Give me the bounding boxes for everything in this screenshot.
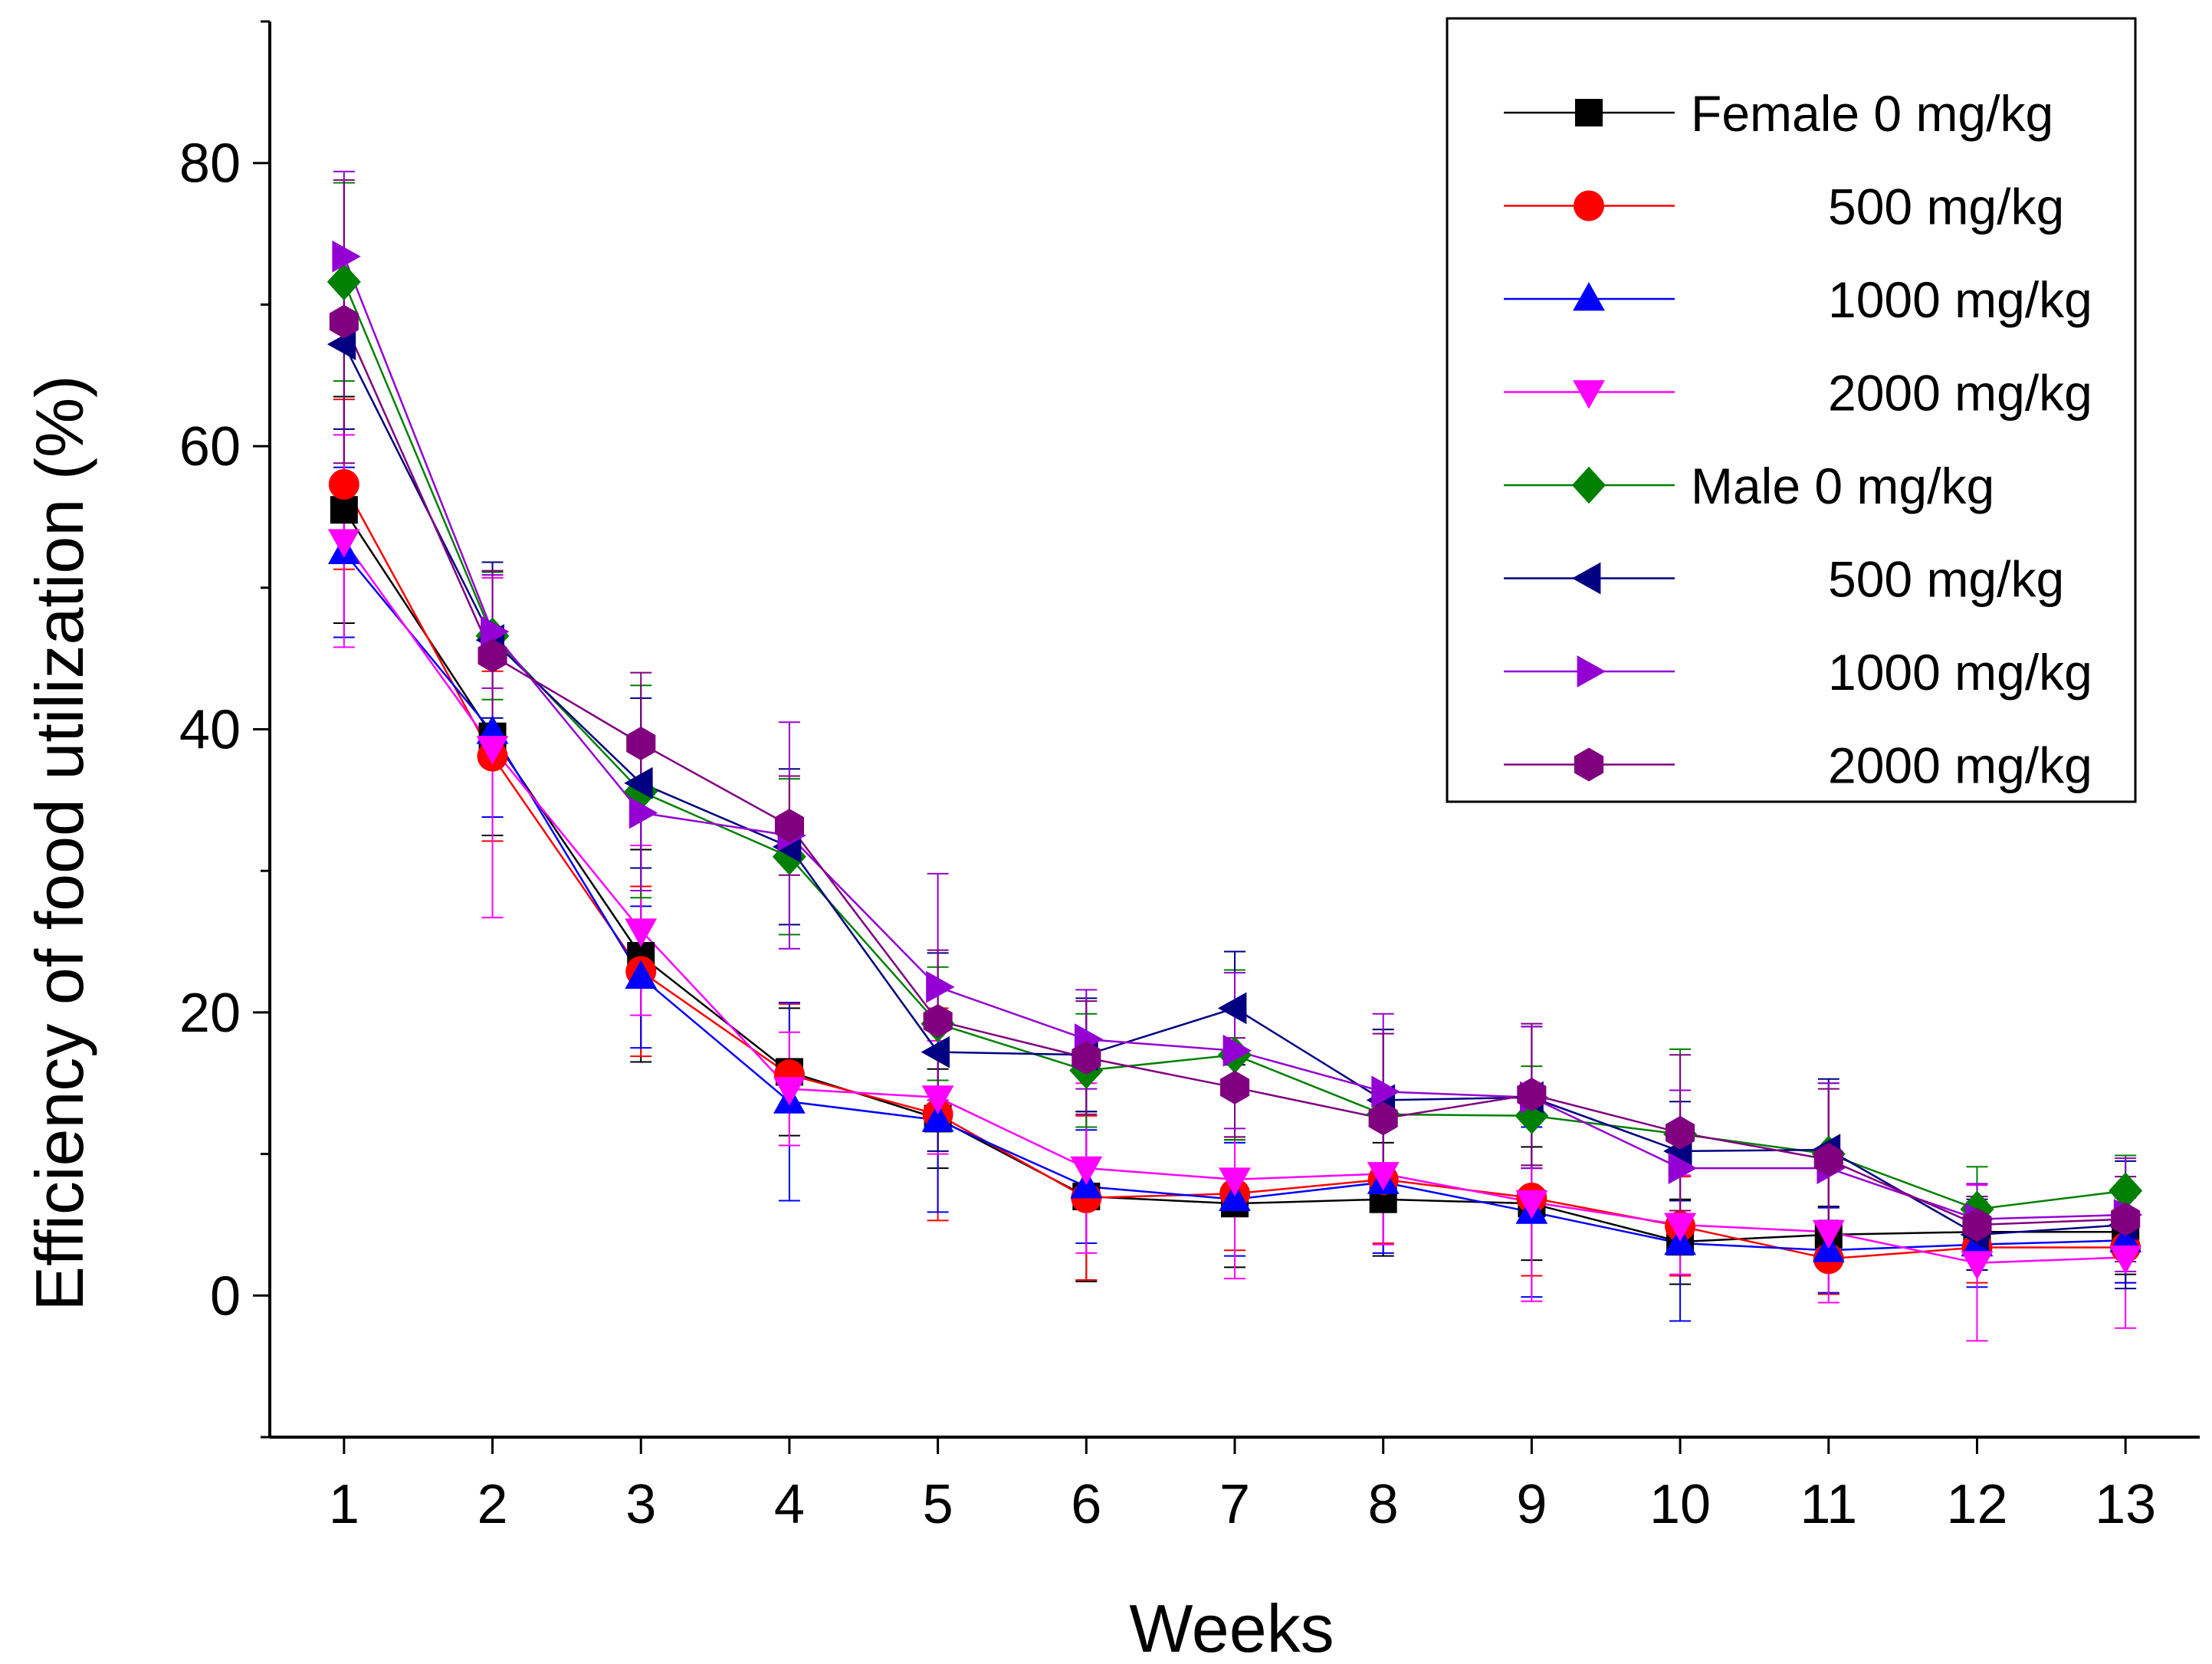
series-7-point [481, 615, 510, 648]
series-8-point [1517, 1078, 1547, 1111]
legend-marker [1575, 99, 1603, 126]
x-tick-label: 3 [625, 1474, 656, 1535]
series-6-point [327, 328, 356, 360]
series-4-point [327, 529, 360, 558]
legend-marker [1577, 655, 1606, 688]
x-tick-label: 9 [1516, 1474, 1547, 1535]
x-tick-label: 6 [1071, 1474, 1101, 1535]
y-tick-label: 0 [210, 1265, 241, 1327]
x-tick-label: 1 [329, 1474, 359, 1535]
series-4-point [476, 736, 509, 765]
series-4-point [1515, 1190, 1548, 1219]
series-7-point [332, 240, 361, 273]
series-8-point [1813, 1143, 1843, 1177]
series-7-point [628, 796, 658, 829]
series-8-point [1368, 1101, 1398, 1136]
legend-label: Female 0 mg/kg [1691, 85, 2053, 142]
series-3-point [1219, 1182, 1251, 1212]
legend-label: 2000 mg/kg [1828, 365, 2092, 422]
y-tick-label: 20 [179, 983, 241, 1044]
series-4-point [1219, 1167, 1251, 1196]
series-7-point [1223, 1034, 1252, 1067]
series-6-point [1218, 992, 1247, 1025]
legend-label: 2000 mg/kg [1828, 737, 2092, 794]
series-6-point [624, 766, 653, 799]
series-8-point [329, 304, 359, 339]
x-tick-label: 12 [1946, 1474, 2007, 1535]
y-tick-label: 40 [179, 700, 241, 761]
legend-label: Male 0 mg/kg [1691, 458, 1994, 514]
legend-marker [1574, 190, 1604, 222]
series-8-point [626, 727, 656, 760]
series-8-point [1219, 1070, 1250, 1104]
x-tick-label: 10 [1649, 1474, 1711, 1535]
legend-label: 1000 mg/kg [1828, 271, 2092, 328]
series-4-point [2109, 1246, 2142, 1275]
legend-label: 500 mg/kg [1828, 179, 2064, 235]
series-8-point [478, 638, 507, 673]
series-3-point [2109, 1223, 2142, 1252]
series-4-point [1664, 1213, 1696, 1242]
series-5-point [327, 263, 361, 300]
x-tick-label: 2 [478, 1474, 508, 1535]
series-4-point [773, 1077, 806, 1106]
legend: Female 0 mg/kg 500 mg/kg 1000 mg/kg 2000 mg… [1446, 17, 2137, 803]
series-8-point [1666, 1115, 1695, 1150]
series-8-point [1962, 1208, 1992, 1242]
x-tick-label: 4 [774, 1474, 805, 1535]
series-4-point [1812, 1219, 1845, 1249]
series-7-point [1668, 1152, 1698, 1184]
series-7-point [926, 970, 955, 1003]
x-tick-label: 11 [1800, 1474, 1857, 1535]
series-4-point [921, 1085, 954, 1114]
series-8-point [2111, 1202, 2141, 1236]
series-5-point [2109, 1172, 2143, 1209]
series-4-point [1070, 1156, 1103, 1186]
x-tick-label: 5 [923, 1474, 953, 1535]
x-tick-label: 8 [1368, 1474, 1399, 1535]
series-8-point [923, 1004, 953, 1038]
x-tick-label: 7 [1219, 1474, 1250, 1535]
y-axis-title: Efficiency of food utilization (%) [21, 375, 97, 1311]
series-1-point [330, 496, 358, 524]
y-tick-label: 80 [179, 133, 241, 195]
series-6-point [921, 1035, 950, 1068]
series-3-point [921, 1103, 954, 1132]
series-4-point [1961, 1251, 1994, 1280]
series-4-point [625, 918, 658, 947]
y-tick-label: 60 [179, 416, 241, 478]
series-8-point [1072, 1041, 1101, 1075]
legend-marker [1573, 380, 1605, 409]
series-2-point [328, 468, 359, 500]
x-axis-title: Weeks [1129, 1590, 1334, 1664]
series-4-point [1367, 1162, 1400, 1191]
x-tick-label: 13 [2095, 1474, 2156, 1535]
legend-marker [1573, 282, 1605, 311]
legend-marker [1574, 747, 1604, 782]
series-3-point [625, 960, 658, 990]
legend-marker [1572, 562, 1601, 595]
series-7-point [1371, 1075, 1400, 1108]
legend-marker [1572, 466, 1606, 504]
legend-label: 500 mg/kg [1828, 551, 2064, 608]
series-8-point [774, 809, 804, 843]
legend-label: 1000 mg/kg [1828, 644, 2092, 701]
